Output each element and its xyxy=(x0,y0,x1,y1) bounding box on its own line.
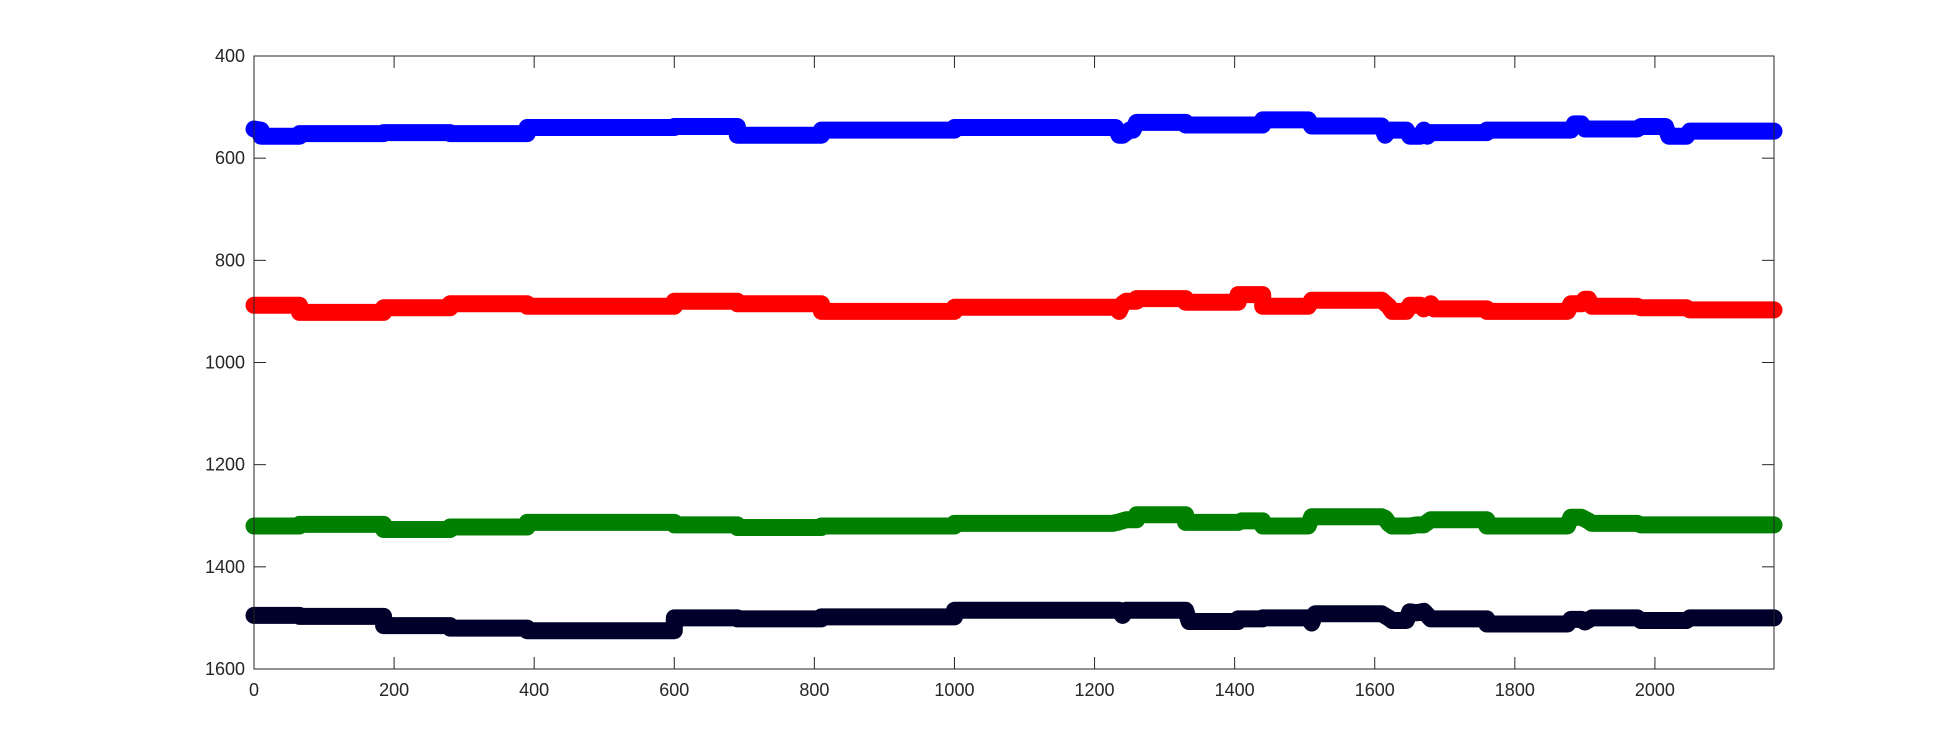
y-tick-label: 1600 xyxy=(205,659,245,679)
x-tick-label: 1400 xyxy=(1215,680,1255,700)
x-tick-label: 600 xyxy=(659,680,689,700)
series-layer xyxy=(245,111,1783,640)
y-tick-label: 600 xyxy=(215,148,245,168)
x-tick-label: 1800 xyxy=(1495,680,1535,700)
x-tick-label: 1000 xyxy=(934,680,974,700)
x-tick-label: 0 xyxy=(249,680,259,700)
series-line-4 xyxy=(245,601,1783,640)
y-axis-ticks: 400 600 800 1000 1200 1400 1600 xyxy=(205,46,1774,679)
y-tick-label: 1400 xyxy=(205,557,245,577)
x-axis-ticks: 0 200 400 600 800 1000 1200 1400 1600 1800 2000 xyxy=(249,56,1675,700)
x-tick-label: 800 xyxy=(799,680,829,700)
y-tick-label: 1000 xyxy=(205,353,245,373)
y-tick-label: 400 xyxy=(215,46,245,66)
series-line-2 xyxy=(245,286,1783,321)
y-tick-label: 1200 xyxy=(205,455,245,475)
x-tick-label: 400 xyxy=(519,680,549,700)
series-line-1 xyxy=(245,111,1783,145)
x-tick-label: 2000 xyxy=(1635,680,1675,700)
plot-area-frame xyxy=(253,55,1775,670)
x-tick-label: 1200 xyxy=(1075,680,1115,700)
x-tick-label: 200 xyxy=(379,680,409,700)
series-line-3 xyxy=(245,506,1783,538)
axes-layer xyxy=(253,55,1775,670)
x-tick-label: 1600 xyxy=(1355,680,1395,700)
y-tick-label: 800 xyxy=(215,250,245,270)
